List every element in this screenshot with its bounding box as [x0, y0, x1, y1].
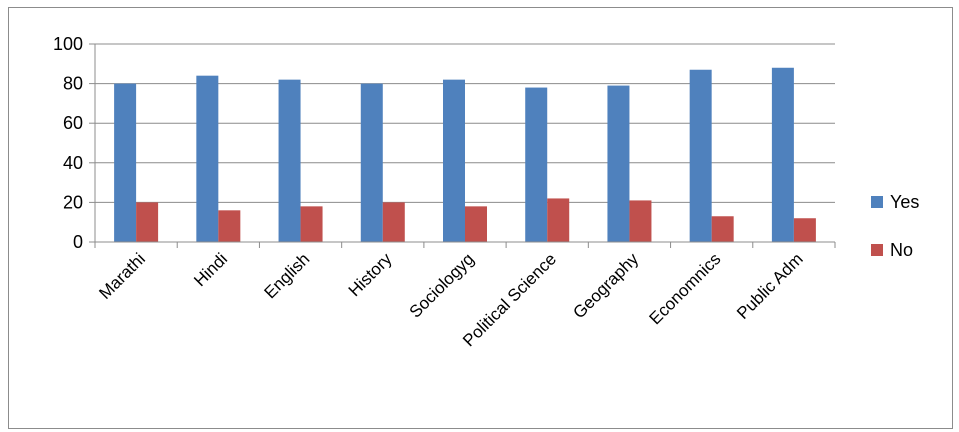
category-label: Marathi [95, 249, 149, 303]
bar-no-economnics [711, 216, 734, 242]
y-axis-ticks: 0 20 40 60 80 100 [53, 34, 95, 252]
bar-no-sociologyg [465, 206, 487, 242]
category-label: Economnics [646, 249, 725, 328]
legend-swatch-no [871, 244, 883, 256]
y-tick-label: 60 [63, 113, 83, 133]
bar-no-political-science [547, 198, 570, 242]
bar-no-marathi [136, 202, 159, 242]
category-label: Geography [569, 249, 642, 322]
legend: Yes No [871, 192, 919, 260]
category-label: Hindi [190, 249, 231, 290]
y-tick-label: 100 [53, 34, 83, 54]
category-label: Public Adm [733, 249, 807, 323]
bar-no-english [300, 206, 323, 242]
bars [114, 67, 816, 243]
legend-label-no: No [890, 240, 913, 260]
y-tick-label: 20 [63, 192, 83, 212]
category-label: History [345, 249, 396, 300]
bar-no-history [382, 202, 405, 242]
y-tick-label: 0 [73, 232, 83, 252]
bar-no-public-adm [793, 218, 816, 242]
bar-yes-english [278, 79, 301, 242]
x-axis-labels: Marathi Hindi English History SociologygPoli… [95, 249, 806, 350]
bar-yes-economnics [689, 69, 712, 242]
bar-yes-geography [607, 85, 630, 242]
y-tick-label: 80 [63, 74, 83, 94]
y-tick-label: 40 [63, 153, 83, 173]
bar-no-geography [629, 200, 652, 242]
legend-swatch-yes [871, 196, 883, 208]
bar-yes-public-adm [771, 67, 794, 242]
bar-yes-political-science [525, 87, 548, 242]
bar-no-hindi [218, 210, 241, 242]
bar-chart: 0 20 40 60 80 100 Marathi Hindi English History S… [53, 34, 919, 350]
bar-yes-marathi [114, 83, 137, 242]
chart-frame: 0 20 40 60 80 100 Marathi Hindi English History S… [8, 7, 953, 429]
axes [94, 44, 836, 248]
bar-yes-hindi [196, 75, 219, 243]
bar-yes-sociologyg [443, 79, 465, 242]
category-label: Sociologyg [406, 249, 478, 321]
bar-yes-history [360, 83, 383, 242]
legend-label-yes: Yes [890, 192, 919, 212]
category-label: English [261, 249, 314, 302]
